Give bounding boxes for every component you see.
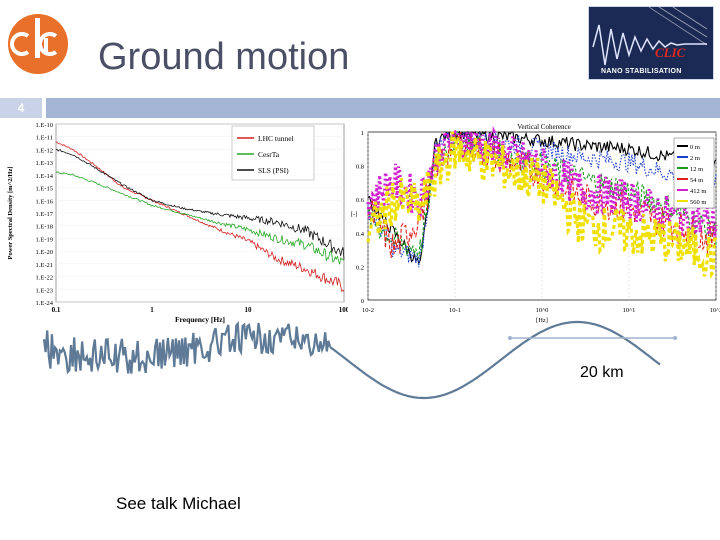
slide-number: 4	[17, 101, 25, 115]
psd-x-tick: 100	[339, 306, 350, 314]
coh-y-tick: 0.6	[356, 197, 365, 204]
psd-y-tick: 1.E-24	[35, 300, 53, 307]
psd-y-tick: 1.E-18	[35, 224, 53, 231]
psd-y-tick: 1.E-14	[35, 173, 53, 180]
psd-chart: 1.E-10 1.E-11 1.E-12 1.E-13 1.E-14 1.E-15 1.E-…	[0, 118, 350, 324]
coh-legend-label: 0 m	[690, 144, 700, 151]
psd-y-tick: 1.E-11	[36, 135, 53, 142]
coh-y-tick: 1	[361, 130, 364, 137]
coh-series-line	[366, 125, 718, 242]
ground-wave-illustration	[42, 320, 677, 400]
talk-reference: See talk Michael	[116, 494, 241, 513]
badge-clic-label: CLIC	[655, 45, 686, 60]
waveform-icon	[592, 7, 708, 66]
coh-y-tick: 0.4	[356, 231, 365, 238]
coh-x-tick: 10^2	[710, 307, 720, 314]
coh-legend-label: 412 m	[690, 188, 706, 195]
psd-y-tick: 1.E-17	[35, 211, 53, 218]
psd-legend-label: SLS (PSI)	[258, 166, 289, 175]
psd-series-line	[55, 171, 345, 265]
psd-legend-label: CesrTa	[258, 150, 280, 159]
psd-y-tick: 1.E-10	[35, 122, 53, 129]
badge-text: NANO STABILISATION	[601, 68, 682, 75]
psd-x-label: Frequency [Hz]	[175, 315, 225, 324]
coh-series-line	[367, 129, 717, 268]
distance-arrow-end	[673, 336, 677, 340]
coh-legend-label: 54 m	[690, 177, 703, 184]
psd-y-tick: 1.E-22	[35, 275, 53, 282]
coh-series-line	[366, 131, 718, 279]
psd-y-label: Power Spectral Density [m^2/Hz]	[7, 166, 14, 259]
coh-series-line	[367, 130, 717, 265]
psd-x-tick: 10	[245, 306, 253, 314]
coh-x-tick: 10-1	[449, 307, 461, 314]
psd-y-tick: 1.E-19	[35, 236, 53, 243]
coh-y-tick: 0.8	[356, 164, 364, 171]
distance-label: 20 km	[580, 364, 624, 381]
coh-x-tick: 10^1	[623, 307, 636, 314]
clic-logo-icon	[8, 14, 68, 74]
coh-legend	[673, 137, 715, 209]
coh-legend-label: 2 m	[690, 155, 700, 162]
coh-title: Vertical Coherence	[517, 123, 570, 131]
coh-legend-label: 12 m	[690, 166, 703, 173]
psd-series-line	[55, 148, 345, 260]
psd-y-tick: 1.E-20	[35, 249, 53, 256]
psd-x-tick: 0.1	[52, 306, 61, 314]
psd-legend	[231, 125, 315, 181]
psd-y-tick: 1.E-21	[35, 262, 53, 269]
coh-x-tick: 10^0	[536, 307, 549, 314]
psd-y-tick: 1.E-13	[35, 160, 53, 167]
psd-y-tick: 1.E-15	[35, 186, 53, 193]
coh-x-tick: 10-2	[362, 307, 374, 314]
coherence-chart: Vertical Coherence 0 0.2 0.4 0.6 0.8 1 10-2 10-1…	[348, 118, 720, 326]
psd-legend-label: LHC tunnel	[258, 134, 294, 143]
nano-stabilisation-badge: CLIC NANO STABILISATION	[588, 6, 714, 80]
psd-y-tick: 1.E-12	[35, 147, 53, 154]
slide-number-box	[0, 98, 42, 118]
distance-arrow-start	[508, 336, 512, 340]
page-title: Ground motion	[98, 36, 350, 78]
seismic-noise-trace	[42, 320, 332, 375]
psd-y-tick: 1.E-16	[35, 198, 53, 205]
coh-legend-label: 560 m	[690, 199, 706, 206]
long-wavelength-trace	[329, 320, 661, 400]
coh-y-label: [-]	[351, 211, 358, 218]
coh-y-tick: 0.2	[356, 264, 364, 271]
psd-y-tick: 1.E-23	[35, 287, 53, 294]
header-rule	[46, 98, 720, 118]
psd-x-tick: 1	[150, 306, 154, 314]
psd-series-line	[55, 141, 345, 292]
coh-x-label: [Hz]	[536, 317, 548, 324]
coh-y-tick: 0	[361, 298, 364, 305]
